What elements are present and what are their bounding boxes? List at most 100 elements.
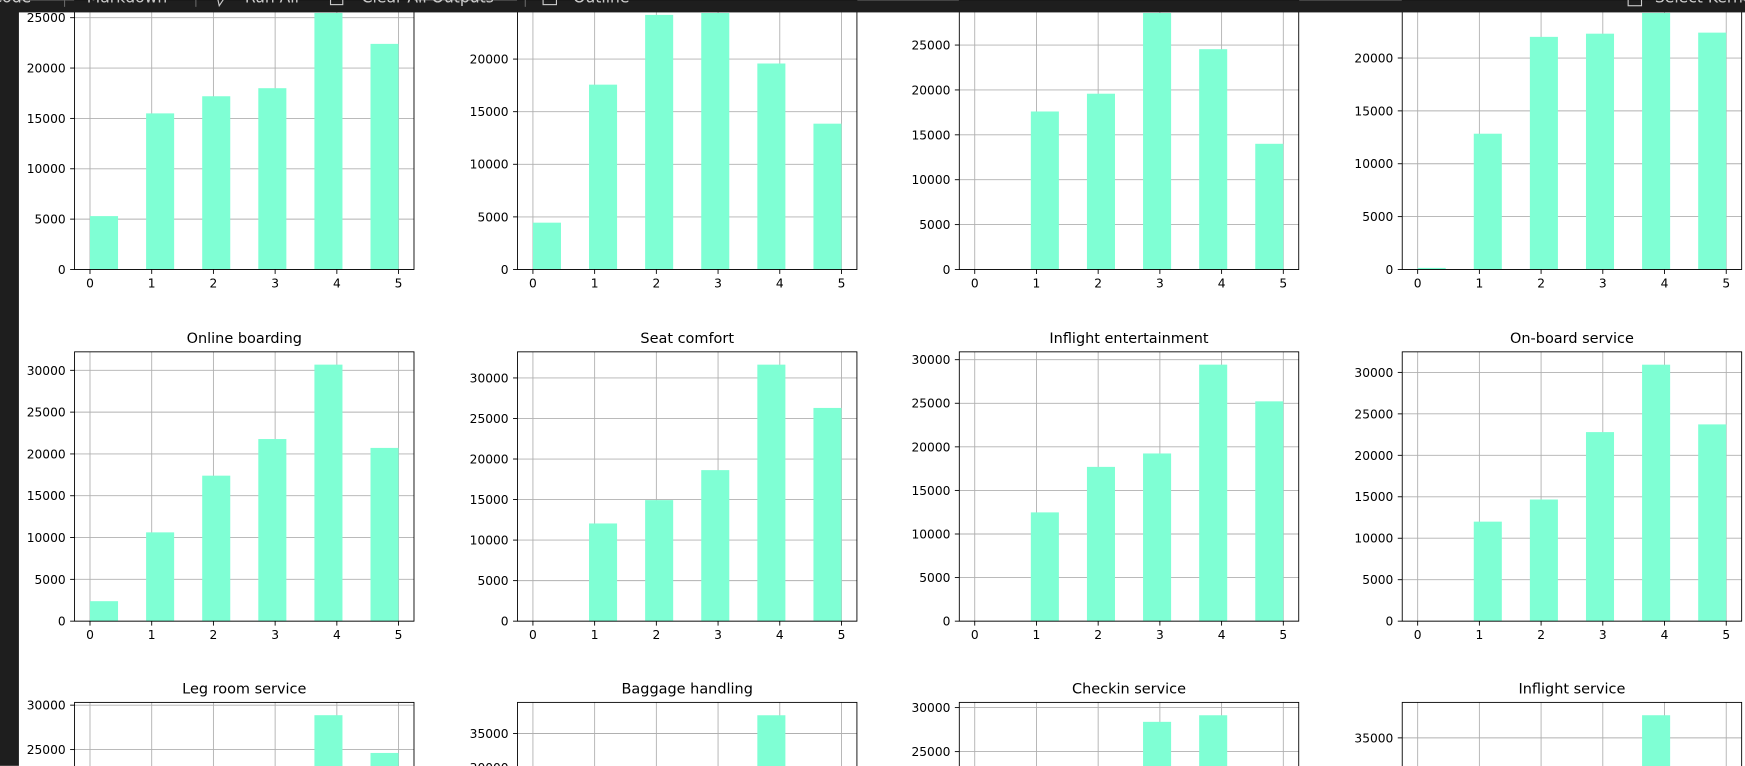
x-tick-label: 4 — [776, 276, 784, 290]
y-tick-label: 0 — [1386, 615, 1394, 629]
y-tick-label: 35000 — [470, 727, 509, 741]
x-tick-label: 4 — [1661, 628, 1669, 642]
bar — [146, 113, 175, 270]
chart-title: Seat comfort — [640, 331, 734, 347]
bar — [1199, 715, 1228, 766]
bar — [89, 216, 119, 270]
run-icon — [217, 0, 224, 8]
bar — [1086, 93, 1115, 270]
clear-outputs-button[interactable]: Clear All Outputs — [362, 0, 494, 6]
plot-frame — [517, 701, 858, 766]
bar — [89, 601, 119, 622]
x-tick-label: 2 — [210, 276, 218, 290]
select-kernel-button[interactable]: Select Kernel — [1655, 0, 1745, 6]
x-tick-label: 5 — [1722, 628, 1730, 642]
bar — [701, 470, 730, 622]
x-tick-label: 0 — [86, 628, 94, 642]
chart: 0 5000 10000 15000 20000 25000 0 1 2 3 4 5 — [27, 0, 415, 290]
y-tick-label: 15000 — [1354, 490, 1393, 504]
y-tick-label: 15000 — [470, 493, 509, 507]
bar — [589, 84, 618, 270]
y-tick-label: 0 — [58, 263, 66, 277]
bar — [1417, 267, 1446, 270]
x-tick-label: 1 — [1033, 276, 1041, 290]
code-button[interactable]: Code — [0, 0, 31, 6]
x-tick-label: 1 — [1033, 628, 1041, 642]
x-tick-label: 1 — [591, 628, 599, 642]
outline-button[interactable]: Outline — [573, 0, 629, 6]
x-tick-label: 4 — [333, 628, 341, 642]
plot-frame — [958, 701, 1300, 766]
x-tick-label: 2 — [1094, 628, 1102, 642]
x-tick-label: 0 — [971, 276, 979, 290]
x-tick-label: 5 — [838, 276, 846, 290]
y-tick-label: 15000 — [27, 112, 66, 126]
bar — [1642, 715, 1671, 766]
y-tick-label: 25000 — [911, 397, 950, 411]
chart: Inflight entertainment 0 5000 10000 15000 200… — [911, 331, 1300, 642]
x-tick-label: 0 — [529, 628, 537, 642]
x-tick-label: 1 — [1475, 276, 1483, 290]
x-tick-label: 2 — [1094, 276, 1102, 290]
markdown-button[interactable]: Markdown — [87, 0, 167, 6]
chart: 0 5000 10000 15000 20000 25000 0 1 2 3 4 5 — [911, 0, 1300, 290]
y-tick-label: 30000 — [470, 761, 509, 766]
y-tick-label: 10000 — [911, 527, 950, 541]
y-tick-label: 25000 — [27, 11, 66, 25]
y-tick-label: 30000 — [27, 699, 66, 713]
chart: On-board service 0 5000 10000 15000 20000 2500… — [1354, 331, 1743, 642]
bar — [1143, 721, 1172, 766]
y-tick-label: 30000 — [470, 371, 509, 385]
y-tick-label: 20000 — [1354, 51, 1393, 65]
bar — [813, 407, 842, 622]
y-tick-label: 0 — [943, 263, 951, 277]
chart: Checkin service0500010000150002000025000… — [911, 681, 1300, 766]
bar — [1199, 364, 1228, 622]
y-tick-label: 5000 — [1362, 573, 1393, 587]
bar — [1255, 143, 1284, 270]
y-tick-label: 10000 — [1354, 157, 1393, 171]
bar — [589, 523, 618, 622]
y-tick-label: 25000 — [911, 745, 950, 759]
bar — [645, 14, 674, 270]
plot-frame — [74, 351, 415, 622]
x-tick-label: 3 — [271, 628, 279, 642]
x-tick-label: 3 — [1599, 628, 1607, 642]
y-tick-label: 20000 — [911, 440, 950, 454]
x-tick-label: 0 — [1414, 628, 1422, 642]
bar — [1529, 36, 1558, 270]
bar — [1473, 521, 1502, 622]
y-tick-label: 15000 — [470, 105, 509, 119]
y-tick-label: 0 — [943, 615, 951, 629]
x-tick-label: 2 — [652, 628, 660, 642]
chart: Leg room service050001000015000200002500… — [27, 681, 415, 766]
y-tick-label: 15000 — [1354, 104, 1393, 118]
chart-title: Baggage handling — [622, 681, 753, 697]
y-tick-label: 20000 — [470, 53, 509, 67]
bar — [314, 12, 343, 270]
y-tick-label: 20000 — [27, 62, 66, 76]
bar — [1642, 12, 1671, 270]
x-tick-label: 0 — [529, 276, 537, 290]
x-tick-label: 1 — [591, 276, 599, 290]
x-tick-label: 4 — [1218, 628, 1226, 642]
x-tick-label: 0 — [86, 276, 94, 290]
y-tick-label: 5000 — [477, 574, 508, 588]
x-tick-label: 5 — [1279, 628, 1287, 642]
bar — [1585, 432, 1615, 622]
clear-icon — [329, 0, 344, 6]
chart: Inflight service050001000015000200002500… — [1354, 681, 1743, 766]
bar — [314, 364, 343, 622]
y-tick-label: 30000 — [1354, 765, 1393, 766]
x-tick-label: 4 — [1661, 276, 1669, 290]
run-all-button[interactable]: Run All — [245, 0, 299, 6]
y-tick-label: 5000 — [35, 573, 66, 587]
x-tick-label: 1 — [1475, 628, 1483, 642]
y-tick-label: 30000 — [911, 701, 950, 715]
y-tick-label: 25000 — [1354, 407, 1393, 421]
x-tick-label: 3 — [1156, 276, 1164, 290]
y-tick-label: 10000 — [27, 162, 66, 176]
chart: Seat comfort 0 5000 10000 15000 20000 25000 300… — [470, 331, 858, 642]
chart-title: Inflight entertainment — [1049, 331, 1209, 347]
bar — [1086, 466, 1115, 622]
